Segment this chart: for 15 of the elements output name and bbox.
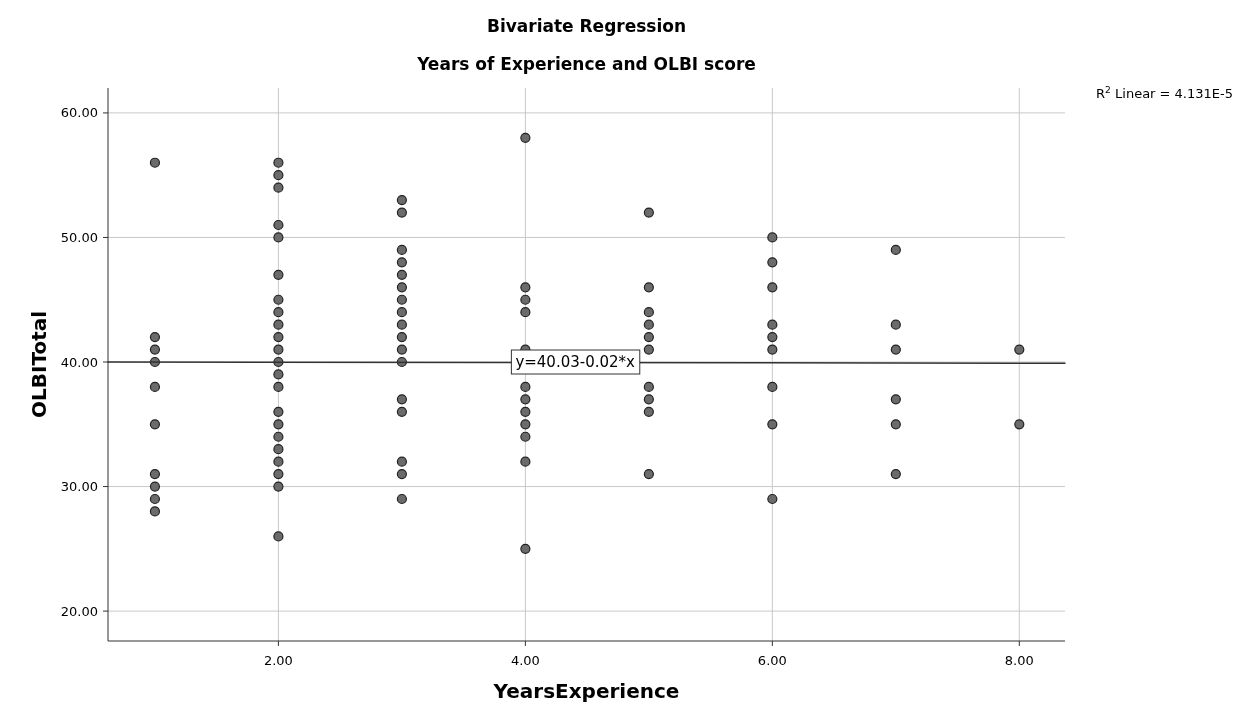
chart-subtitle: Years of Experience and OLBI score [416,54,756,74]
x-axis-title: YearsExperience [492,679,680,703]
chart-title: Bivariate Regression [486,16,687,36]
y-axis-title: OLBITotal [27,310,51,419]
y-tick-label: 60.00 [60,105,98,121]
y-tick-label: 50.00 [60,230,98,246]
y-tick-label: 40.00 [60,354,98,370]
y-tick-label: 30.00 [60,479,98,495]
x-tick-label: 8.00 [1004,653,1034,668]
text: R$^{2}$ Linear = 4.131E-5 [1096,85,1233,101]
x-tick-label: 2.00 [263,653,293,668]
annotation: y=40.03-0.02*x [515,353,636,372]
x-tick-label: 4.00 [510,653,540,668]
x-tick-label: 6.00 [757,653,787,668]
y-tick-label: 20.00 [60,603,98,619]
